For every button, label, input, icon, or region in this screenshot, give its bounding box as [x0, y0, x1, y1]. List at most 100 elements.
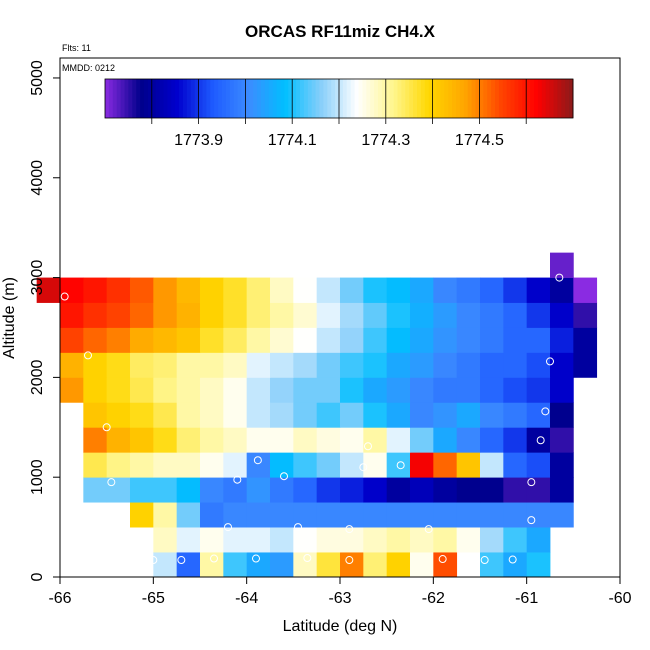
heatmap-cell: [386, 277, 411, 303]
colorbar-segment: [530, 79, 535, 118]
heatmap-cell: [223, 527, 248, 553]
heatmap-cell: [270, 452, 294, 478]
colorbar-tick-label: 1774.1: [268, 132, 317, 149]
heatmap-cell: [200, 527, 224, 553]
heatmap-cell: [480, 277, 504, 303]
heatmap-cell: [433, 352, 458, 378]
heatmap-cell: [503, 502, 528, 528]
heatmap-cell: [480, 527, 504, 553]
heatmap-cell: [270, 352, 294, 378]
heatmap-cell: [270, 277, 294, 303]
colorbar-segment: [463, 79, 469, 118]
sample-point: [536, 436, 545, 445]
heatmap-cell: [550, 252, 574, 278]
heatmap-cell: [340, 502, 364, 528]
heatmap-cell: [503, 477, 528, 503]
colorbar-segment: [557, 79, 562, 118]
heatmap-cell: [410, 527, 434, 553]
heatmap-cell: [480, 477, 504, 503]
heatmap-cell: [340, 552, 364, 578]
heatmap-cell: [410, 477, 434, 503]
heatmap-cell: [83, 302, 108, 328]
colorbar-segment: [147, 79, 153, 118]
heatmap-cell: [246, 452, 271, 478]
heatmap-cell: [433, 452, 458, 478]
colorbar-segment: [175, 79, 180, 118]
heatmap-cell: [386, 552, 411, 578]
colorbar-segment: [436, 79, 441, 118]
colorbar-tick-label: 1774.5: [455, 132, 504, 149]
heatmap-cell: [106, 427, 131, 453]
colorbar-segment: [163, 79, 168, 118]
colorbar-segment: [186, 79, 192, 118]
sample-point: [396, 461, 405, 470]
heatmap-cell: [60, 327, 84, 353]
colorbar-segment: [183, 79, 188, 118]
heatmap-cell: [526, 477, 551, 503]
heatmap-cell: [130, 352, 154, 378]
colorbar-segment: [335, 79, 340, 118]
colorbar-segment: [569, 79, 574, 118]
colorbar-segment: [280, 79, 285, 118]
heatmap-cell: [340, 477, 364, 503]
heatmap-cell: [153, 502, 178, 528]
heatmap-cell: [433, 327, 458, 353]
colorbar-segment: [307, 79, 313, 118]
heatmap-cell: [176, 327, 201, 353]
heatmap-cell: [456, 477, 481, 503]
colorbar-segment: [401, 79, 406, 118]
heatmap-cell: [153, 327, 178, 353]
colorbar-segment: [284, 79, 289, 118]
heatmap-cell: [503, 277, 528, 303]
heatmap-cell: [106, 402, 131, 428]
heatmap-cell: [503, 552, 528, 578]
heatmap-cell: [433, 527, 458, 553]
colorbar-segment: [339, 79, 344, 118]
heatmap-cell: [200, 327, 224, 353]
colorbar-segment: [498, 79, 504, 118]
y-tick-label: 1000: [29, 459, 46, 495]
colorbar-segment: [413, 79, 418, 118]
heatmap-cell: [130, 277, 154, 303]
heatmap-cell: [503, 402, 528, 428]
heatmap-cell: [503, 452, 528, 478]
heatmap-cell: [293, 502, 318, 528]
heatmap-cell: [456, 427, 481, 453]
heatmap-cell: [316, 427, 341, 453]
colorbar-segment: [159, 79, 164, 118]
sample-point: [555, 273, 564, 282]
heatmap-cell: [106, 302, 131, 328]
heatmap-cell: [200, 427, 224, 453]
heatmap-cell: [340, 352, 364, 378]
heatmap-cell: [526, 502, 551, 528]
heatmap-cell: [223, 452, 248, 478]
heatmap-cell: [316, 527, 341, 553]
heatmap-cell: [386, 302, 411, 328]
heatmap-cell: [480, 377, 504, 403]
heatmap-cell: [176, 502, 201, 528]
colorbar-segment: [510, 79, 515, 118]
heatmap-cell: [573, 277, 598, 303]
heatmap-cell: [410, 402, 434, 428]
heatmap-cell: [316, 302, 341, 328]
sample-point: [102, 423, 111, 432]
heatmap-cell: [340, 302, 364, 328]
heatmap-cell: [246, 277, 271, 303]
heatmap-cell: [480, 452, 504, 478]
heatmap-cell: [130, 427, 154, 453]
colorbar-segment: [467, 79, 473, 118]
heatmap-cell: [526, 427, 551, 453]
heatmap-cell: [130, 402, 154, 428]
colorbar-tick-label: 1774.3: [361, 132, 410, 149]
heatmap-cell: [200, 402, 224, 428]
colorbar-segment: [444, 79, 449, 118]
x-tick-label: -64: [235, 590, 258, 607]
sample-point: [364, 442, 372, 451]
colorbar-segment: [296, 79, 301, 118]
heatmap-cell: [386, 327, 411, 353]
heatmap-cell: [363, 427, 388, 453]
colorbar-segment: [545, 79, 551, 118]
heatmap-cell: [200, 352, 224, 378]
heatmap-cell: [433, 302, 458, 328]
x-axis-label: Latitude (deg N): [283, 618, 398, 635]
